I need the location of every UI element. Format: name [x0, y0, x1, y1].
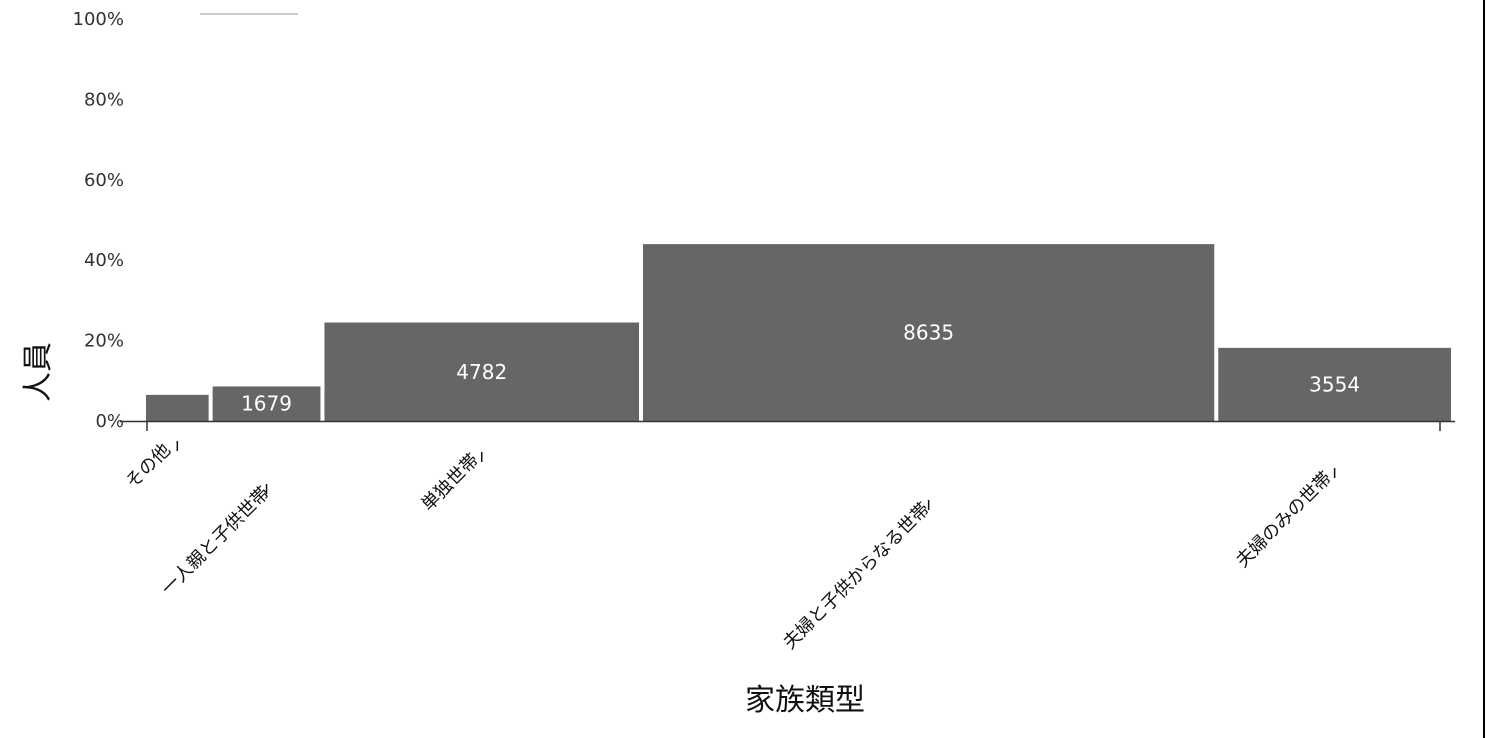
bar-value-labels: 1679 4782 8635 3554 [241, 321, 1360, 416]
y-tick-label: 100% [73, 9, 124, 30]
bar [212, 386, 321, 421]
x-category-label: その他 [122, 440, 175, 493]
x-category-label: 一人親と子供世帯 [157, 483, 274, 600]
y-tick-label: 40% [84, 250, 124, 271]
bar [643, 244, 1215, 421]
y-tick-label: 20% [84, 331, 124, 352]
bar [1218, 347, 1451, 421]
y-tick-label: 0% [95, 411, 124, 432]
bars [146, 244, 1451, 421]
x-axis-ticks [146, 421, 1441, 510]
y-tick-label: 60% [84, 170, 124, 191]
bar [324, 322, 640, 421]
bar-value-label: 8635 [903, 321, 954, 345]
bar-value-label: 3554 [1309, 372, 1360, 396]
y-axis-title: 人員 [21, 342, 56, 402]
bar-value-label: 4782 [456, 360, 507, 384]
bar [146, 394, 209, 421]
x-axis-title: 家族類型 [745, 683, 865, 718]
y-tick-label: 80% [84, 89, 124, 110]
y-axis-ticks: 0% 20% 40% 60% 80% 100% [73, 9, 124, 432]
x-category-label: 夫婦と子供からなる世帯 [779, 499, 934, 654]
bar-value-label: 1679 [241, 392, 292, 416]
x-category-label: 夫婦のみの世帯 [1232, 468, 1336, 572]
x-category-label: 単独世帯 [418, 450, 484, 516]
